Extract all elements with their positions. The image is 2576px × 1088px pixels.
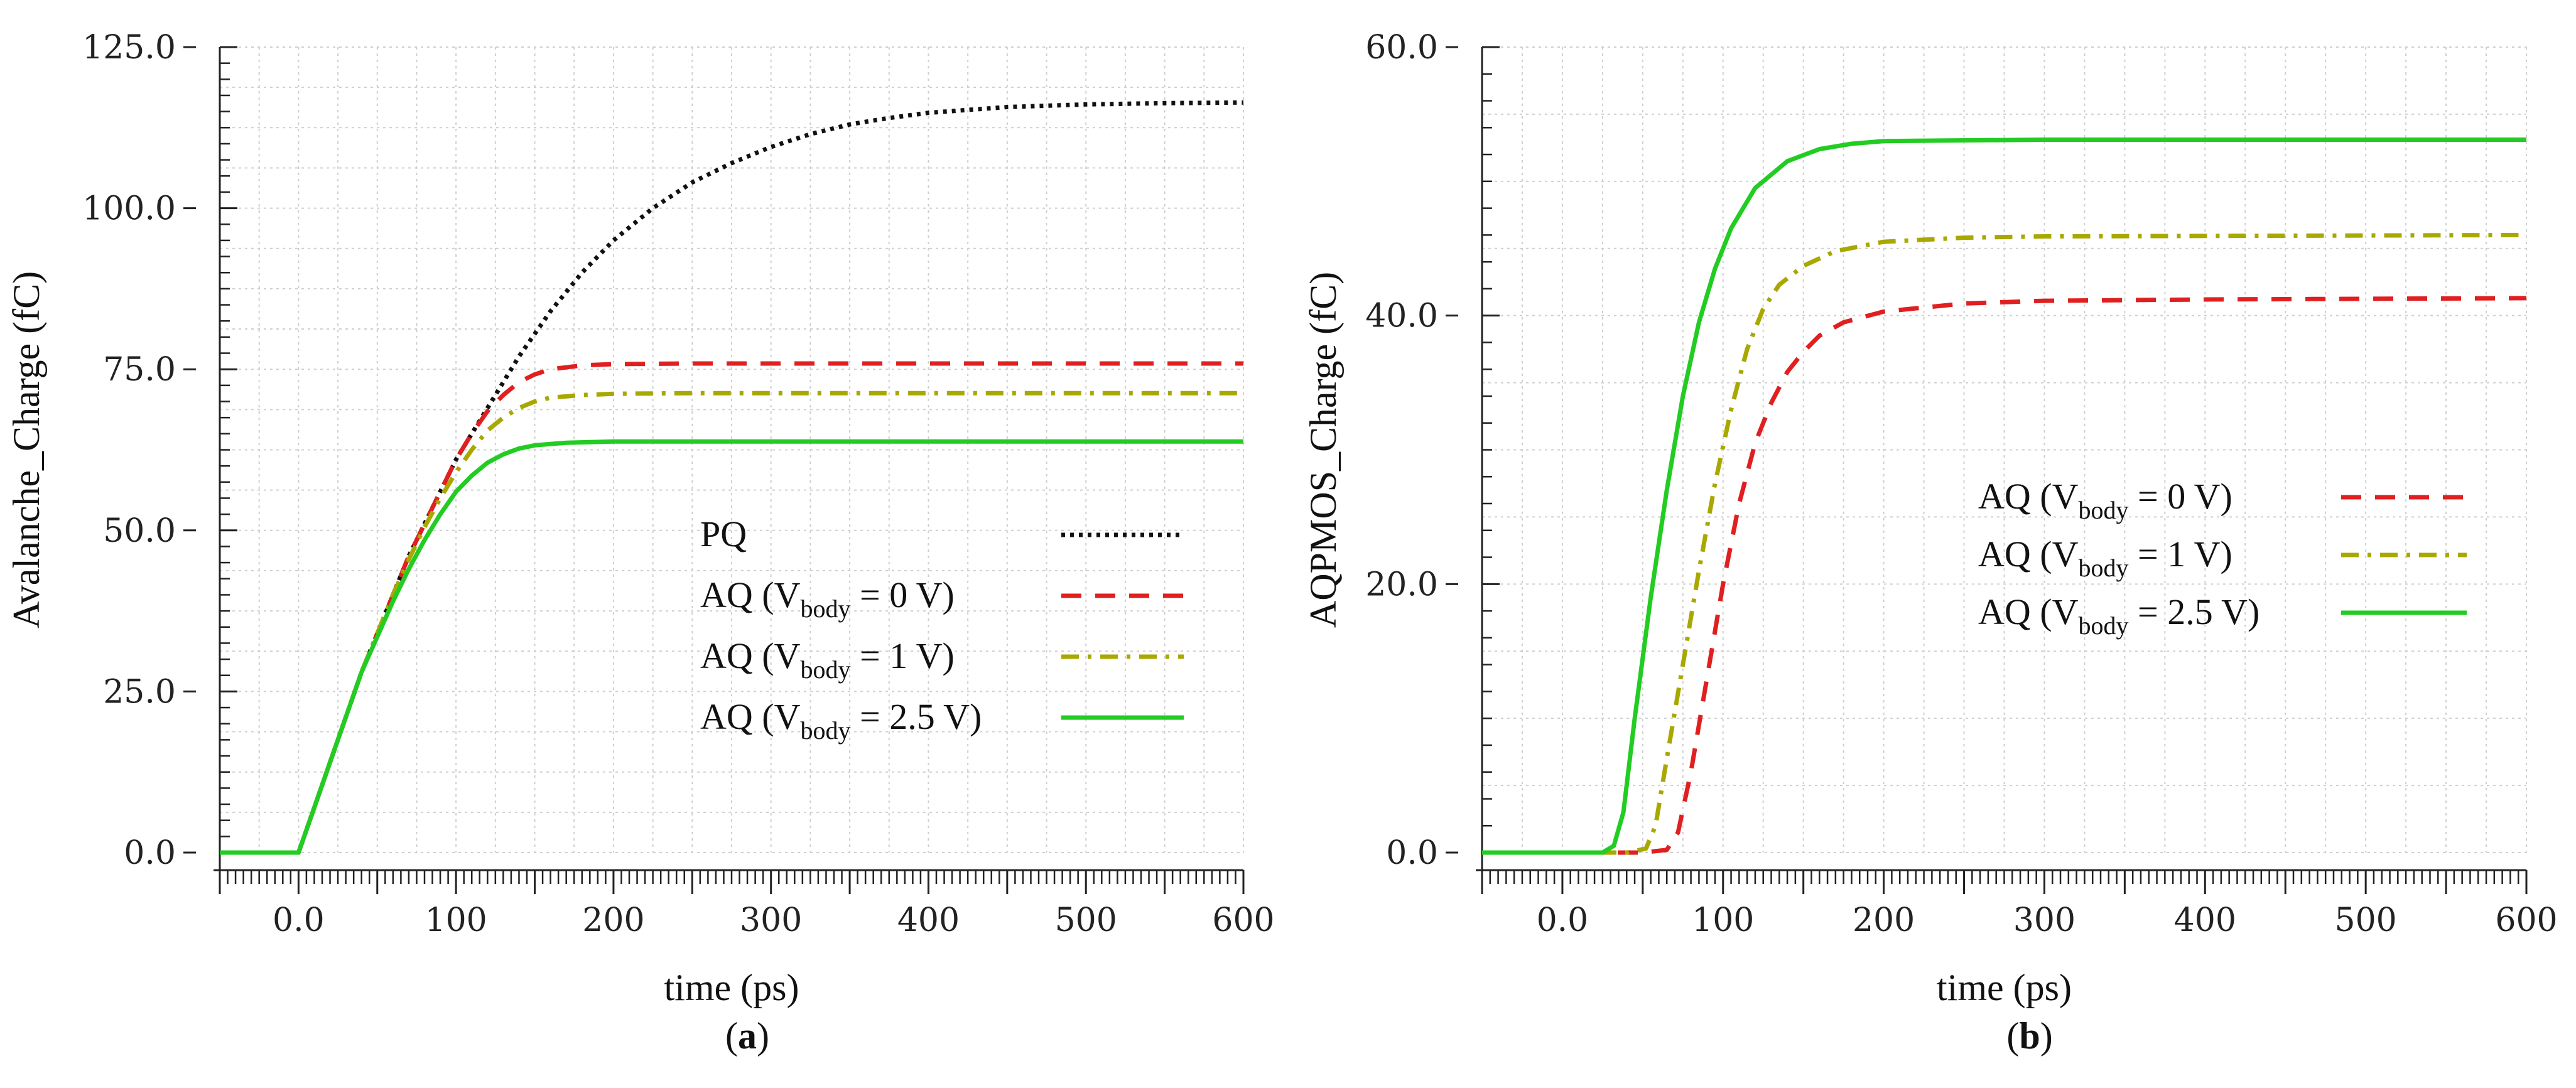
legend-label: AQ (Vbody = 0 V): [700, 574, 955, 623]
legend-item-aq1: AQ (Vbody = 1 V): [700, 635, 1184, 684]
x-axis-title: time (ps): [664, 967, 799, 1008]
y-tick-label: 50.0: [103, 512, 176, 550]
x-tick-label: 300: [740, 902, 802, 939]
legend-item-aq25: AQ (Vbody = 2.5 V): [1978, 591, 2467, 640]
series-line-aq25: [220, 439, 1243, 855]
panel-label: (a): [725, 1015, 769, 1057]
legend-label: AQ (Vbody = 0 V): [1978, 476, 2232, 524]
x-tick-label: 300: [2013, 902, 2075, 939]
grid: [1481, 46, 2527, 853]
x-tick-label: 200: [1853, 902, 1915, 939]
legend-label: AQ (Vbody = 2.5 V): [1978, 591, 2259, 640]
series-line-pq: [220, 100, 1244, 855]
y-tick-label: 0.0: [124, 834, 176, 872]
x-tick-label: 400: [897, 902, 960, 939]
x-tick-label: 500: [1055, 902, 1117, 939]
series-line-aq1: [1482, 232, 2527, 855]
y-tick-label: 125.0: [82, 29, 176, 67]
chart-a: 0.0 100 200 300 400 500 600 0.0 25.0 50.0 75.0 100.…: [6, 29, 1275, 1057]
legend-item-aq0: AQ (Vbody = 0 V): [700, 574, 1184, 623]
x-tick-label: 600: [2495, 902, 2557, 939]
x-tick-label: 600: [1212, 902, 1274, 939]
legend-item-aq0: AQ (Vbody = 0 V): [1978, 476, 2467, 524]
x-axis-title: time (ps): [1937, 967, 2072, 1008]
y-tick-label: 60.0: [1365, 29, 1438, 67]
x-tick-label: 500: [2335, 902, 2397, 939]
y-axis-title: Avalanche_Charge (fC): [6, 271, 47, 628]
y-tick-label: 75.0: [103, 351, 176, 389]
legend-label: AQ (Vbody = 1 V): [700, 635, 955, 684]
legend-label: AQ (Vbody = 2.5 V): [700, 696, 982, 745]
x-axis-ticks: [1481, 870, 2528, 894]
series-line-aq0: [1482, 296, 2527, 855]
panel-label: (b): [2006, 1015, 2052, 1057]
x-tick-label: 0.0: [273, 902, 325, 939]
legend-label: AQ (Vbody = 1 V): [1978, 534, 2232, 582]
legend-label: PQ: [700, 514, 747, 554]
x-tick-label: 0.0: [1537, 902, 1589, 939]
series-line-aq25: [1482, 137, 2526, 855]
legend-item-pq: PQ: [700, 514, 1184, 554]
legend-item-aq25: AQ (Vbody = 2.5 V): [700, 696, 1184, 745]
legend: AQ (Vbody = 0 V) AQ (Vbody = 1 V) AQ (Vbod…: [1978, 476, 2467, 640]
y-tick-label: 0.0: [1386, 834, 1438, 872]
legend-item-aq1: AQ (Vbody = 1 V): [1978, 534, 2467, 582]
x-tick-label: 100: [425, 902, 487, 939]
y-tick-label: 40.0: [1365, 298, 1438, 335]
x-tick-label: 400: [2174, 902, 2236, 939]
series-line-aq0: [220, 361, 1243, 855]
chart-b: 0.0 100 200 300 400 500 600 0.0 20.0 40.0 60.0 time…: [1302, 29, 2558, 1057]
x-tick-label: 200: [582, 902, 644, 939]
y-axis-ticks: [1482, 46, 1500, 854]
y-axis-ticks: [220, 46, 237, 854]
y-axis-title: AQPMOS_Charge (fC): [1302, 272, 1344, 628]
y-tick-label: 100.0: [82, 190, 176, 228]
grid: [219, 46, 1244, 853]
x-tick-label: 100: [1692, 902, 1754, 939]
legend: PQ AQ (Vbody = 0 V) AQ (Vbody = 1 V) AQ (Vb…: [700, 514, 1184, 745]
y-tick-label: 25.0: [103, 673, 176, 711]
x-axis-ticks: [219, 870, 1245, 894]
y-tick-label: 20.0: [1365, 566, 1438, 603]
